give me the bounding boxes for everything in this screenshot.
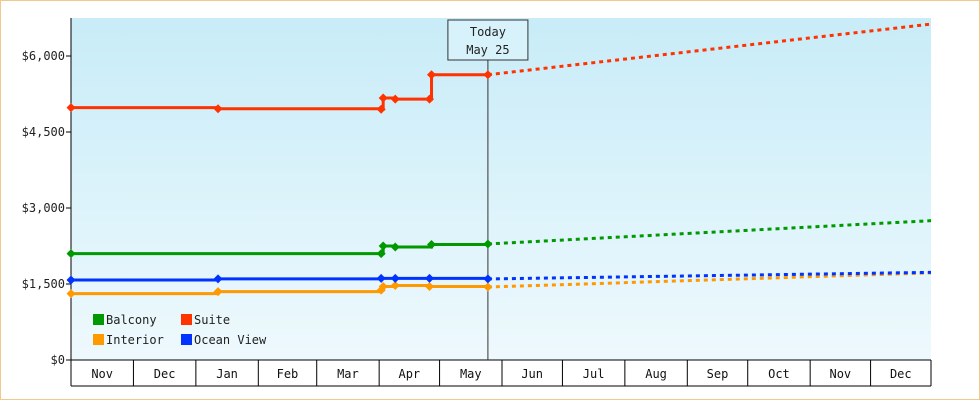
- data-point-balcony[interactable]: [390, 242, 400, 252]
- legend-swatch: [93, 314, 104, 325]
- data-point-interior[interactable]: [213, 287, 223, 297]
- data-point-ocean-view[interactable]: [66, 275, 76, 285]
- legend-swatch: [181, 334, 192, 345]
- y-tick-label: $3,000: [22, 201, 65, 215]
- y-tick-label: $0: [51, 353, 65, 367]
- month-label: Jan: [216, 367, 238, 381]
- legend-label: Balcony: [106, 313, 157, 327]
- data-point-ocean-view[interactable]: [376, 273, 386, 283]
- month-label: Dec: [154, 367, 176, 381]
- y-tick-label: $4,500: [22, 125, 65, 139]
- data-point-interior[interactable]: [390, 281, 400, 291]
- y-tick-label: $6,000: [22, 49, 65, 63]
- data-point-balcony[interactable]: [427, 239, 437, 249]
- data-point-interior[interactable]: [483, 282, 493, 292]
- data-point-balcony[interactable]: [376, 249, 386, 259]
- month-label: Dec: [890, 367, 912, 381]
- today-date: May 25: [466, 43, 509, 57]
- legend: Balcony Suite Interior Ocean View: [93, 313, 267, 347]
- projection-line-balcony: [487, 219, 932, 246]
- month-label: Nov: [829, 367, 851, 381]
- month-label: Sep: [707, 367, 729, 381]
- data-point-balcony[interactable]: [483, 239, 493, 249]
- series-balcony: [66, 219, 932, 259]
- month-label: Nov: [91, 367, 113, 381]
- data-point-balcony[interactable]: [66, 249, 76, 259]
- month-label: Oct: [768, 367, 790, 381]
- plot-area-background: [71, 18, 931, 360]
- legend-item-ocean-view: Ocean View: [181, 333, 267, 347]
- data-point-interior[interactable]: [66, 289, 76, 299]
- legend-item-interior: Interior: [93, 333, 164, 347]
- data-point-ocean-view[interactable]: [483, 274, 493, 284]
- legend-item-balcony: Balcony: [93, 313, 157, 327]
- legend-label: Interior: [106, 333, 164, 347]
- today-label: Today: [470, 25, 506, 39]
- month-label: Mar: [337, 367, 359, 381]
- projection-line-ocean-view: [487, 270, 932, 281]
- series-suite: [66, 22, 932, 114]
- month-label: Jun: [521, 367, 543, 381]
- data-point-interior[interactable]: [378, 282, 388, 292]
- series-ocean-view: [66, 270, 932, 285]
- month-label: Feb: [277, 367, 299, 381]
- data-point-balcony[interactable]: [378, 241, 388, 251]
- month-label: Aug: [645, 367, 667, 381]
- projection-line-interior: [487, 271, 932, 289]
- data-point-ocean-view[interactable]: [425, 273, 435, 283]
- data-point-suite[interactable]: [378, 93, 388, 103]
- legend-swatch: [93, 334, 104, 345]
- legend-label: Ocean View: [194, 333, 267, 347]
- today-marker: Today May 25: [447, 19, 529, 360]
- data-point-ocean-view[interactable]: [390, 273, 400, 283]
- series-lines: [66, 22, 932, 299]
- legend-item-suite: Suite: [181, 313, 230, 327]
- legend-label: Suite: [194, 313, 230, 327]
- y-tick-label: $1,500: [22, 277, 65, 291]
- data-point-ocean-view[interactable]: [213, 274, 223, 284]
- series-interior: [66, 271, 932, 299]
- projection-line-suite: [487, 22, 932, 77]
- data-point-interior[interactable]: [425, 282, 435, 292]
- month-label: Jul: [583, 367, 605, 381]
- month-label: May: [460, 367, 482, 381]
- data-point-suite[interactable]: [376, 104, 386, 114]
- y-axis: $0 $1,500 $3,000 $4,500 $6,000: [22, 18, 72, 367]
- x-axis: Nov Dec Jan Feb Mar Apr May Jun Jul Aug Sep Oct Nov D…: [70, 359, 932, 387]
- data-point-suite[interactable]: [66, 103, 76, 113]
- month-label: Apr: [398, 367, 420, 381]
- data-point-suite[interactable]: [213, 104, 223, 114]
- today-box: [447, 19, 529, 61]
- legend-swatch: [181, 314, 192, 325]
- data-point-suite[interactable]: [390, 94, 400, 104]
- data-point-suite[interactable]: [427, 70, 437, 80]
- data-point-suite[interactable]: [483, 70, 493, 80]
- data-point-suite[interactable]: [425, 94, 435, 104]
